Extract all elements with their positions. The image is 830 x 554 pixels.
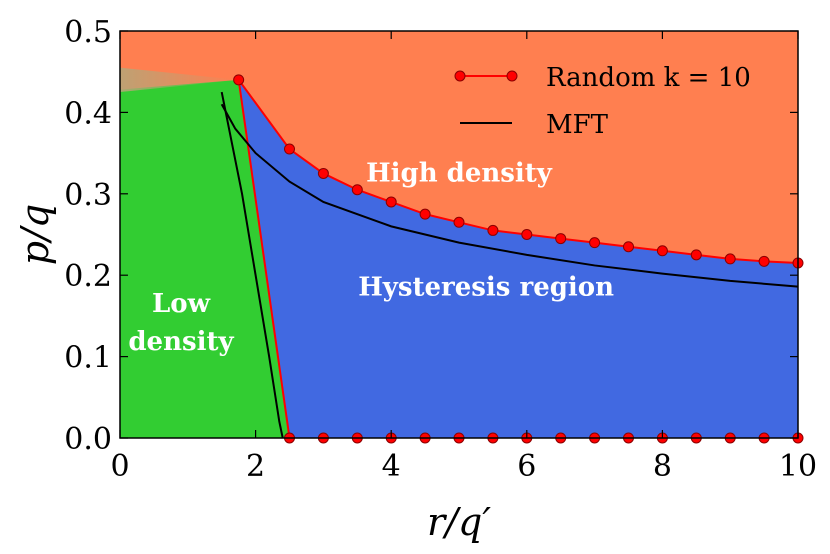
random-point [284,143,295,155]
y-tick-label: 0.3 [64,178,112,213]
region-label-line: Low [152,289,211,319]
y-tick-label: 0.5 [64,15,112,50]
random-point [453,216,465,228]
x-tick-label: 6 [517,449,536,484]
random-series-line [237,79,799,439]
mft-upper-line [220,103,799,288]
region-label-line: Hysteresis region [358,273,614,303]
random-point [724,253,736,265]
random-point [317,167,329,179]
region-label: High density [366,159,553,189]
region-labels-layer: High density Hysteresis region Low density [128,159,614,357]
x-tick-label: 4 [382,449,401,484]
region-blend [120,67,239,93]
y-tick-label: 0.4 [64,96,112,131]
region-label: Low density [128,289,234,357]
random-point [623,241,634,253]
random-point [656,245,668,257]
x-tick-label: 8 [653,449,672,484]
ticks-layer: 0 2 4 6 8 10 0.0 0.1 0.2 0.3 0.4 0.5 [64,15,817,484]
region-hysteresis [238,79,798,438]
lines-layer [220,79,799,439]
random-point [758,255,770,267]
random-point [385,196,397,208]
mft-lower-line [220,91,284,439]
x-tick-label: 10 [779,449,817,484]
random-point [419,208,431,220]
legend-marker-random [506,70,518,82]
y-axis-label: p/q [13,204,57,265]
random-point [690,249,702,261]
legend-marker-random [454,70,466,82]
random-point [351,184,363,196]
legend-label-mft: MFT [546,110,609,140]
region-label-line: density [128,327,234,357]
region-low-density [120,79,290,438]
regions-layer [120,31,798,438]
random-point [233,74,245,86]
plot-frame [119,30,799,439]
x-tick-label: 0 [110,449,129,484]
y-tick-label: 0.2 [64,259,112,294]
random-point [521,229,533,240]
y-tick-label: 0.1 [64,341,112,376]
legend-label-random: Random k = 10 [546,63,751,93]
region-label-line: High density [366,159,553,189]
x-tick-label: 2 [246,449,265,484]
random-point [487,224,499,236]
x-axis-label: r/q′ [427,500,491,544]
y-tick-label: 0.0 [64,422,112,457]
random-point [555,233,567,245]
random-point [589,237,601,249]
region-label: Hysteresis region [358,273,614,303]
legend: Random k = 10 MFT [454,63,751,140]
